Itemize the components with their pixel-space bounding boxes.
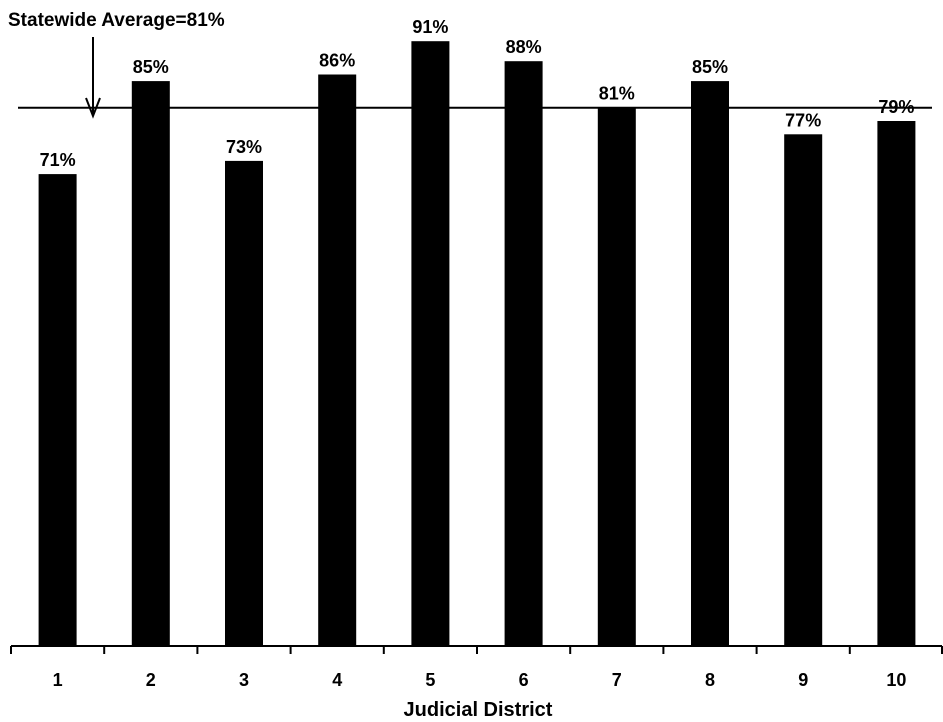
data-label-district-2: 85% bbox=[133, 57, 169, 77]
data-labels-group: 71%85%73%86%91%88%81%85%77%79% bbox=[40, 17, 915, 170]
data-label-district-6: 88% bbox=[506, 37, 542, 57]
x-tick-label-5: 5 bbox=[425, 670, 435, 690]
bar-district-5 bbox=[411, 41, 450, 646]
data-label-district-4: 86% bbox=[319, 51, 355, 71]
x-tick-label-1: 1 bbox=[53, 670, 63, 690]
x-tick-label-10: 10 bbox=[886, 670, 906, 690]
bars-group bbox=[38, 41, 916, 647]
x-tick-label-4: 4 bbox=[332, 670, 342, 690]
arrow-head bbox=[85, 97, 101, 119]
data-label-district-3: 73% bbox=[226, 137, 262, 157]
data-label-district-8: 85% bbox=[692, 57, 728, 77]
x-tick-label-7: 7 bbox=[612, 670, 622, 690]
statewide-average-label: Statewide Average=81% bbox=[8, 10, 225, 31]
x-axis-title: Judicial District bbox=[404, 699, 553, 721]
x-tick-label-6: 6 bbox=[519, 670, 529, 690]
x-tick-label-8: 8 bbox=[705, 670, 715, 690]
bar-district-4 bbox=[318, 74, 357, 646]
bar-district-8 bbox=[691, 81, 729, 647]
bar-district-10 bbox=[877, 121, 916, 646]
x-tick-label-9: 9 bbox=[798, 670, 808, 690]
bar-district-2 bbox=[131, 81, 170, 647]
data-label-district-5: 91% bbox=[412, 17, 448, 37]
bar-district-9 bbox=[784, 134, 823, 647]
data-label-district-9: 77% bbox=[785, 110, 821, 130]
bar-district-1 bbox=[38, 174, 77, 646]
bar-district-3 bbox=[225, 160, 263, 646]
statewide-average-arrow bbox=[85, 37, 101, 119]
x-tick-label-3: 3 bbox=[239, 670, 249, 690]
bar-district-7 bbox=[597, 107, 636, 646]
data-label-district-7: 81% bbox=[599, 84, 635, 104]
bar-district-6 bbox=[504, 61, 543, 646]
data-label-district-1: 71% bbox=[40, 150, 76, 170]
x-axis: 1 2 3 4 5 6 7 8 9 10 bbox=[10, 645, 943, 690]
x-tick-label-2: 2 bbox=[146, 670, 156, 690]
